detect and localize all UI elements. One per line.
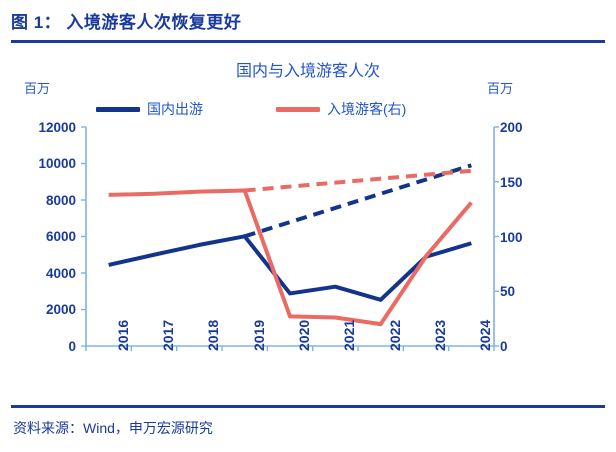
footer-divider	[11, 405, 605, 408]
right-tick-label: 100	[500, 230, 523, 245]
x-tick-label-2017: 2017	[160, 319, 176, 351]
x-tick-label-2016: 2016	[114, 319, 131, 351]
left-axis-tick-labels: 12000 10000 8000 6000 4000 2000 0	[8, 48, 76, 398]
legend-item-domestic: 国内出游	[96, 99, 203, 119]
right-axis-tick-labels: 200 150 100 50 0	[500, 48, 560, 398]
x-tick-label-2020: 2020	[296, 319, 312, 351]
source-note: 资料来源：Wind，申万宏源研究	[13, 420, 213, 436]
left-tick-label: 8000	[45, 193, 76, 208]
left-tick-label: 4000	[45, 266, 76, 281]
chart-title: 国内与入境游客人次	[235, 63, 380, 80]
legend-swatch-inbound-icon	[276, 106, 320, 112]
right-tick-label: 50	[500, 284, 516, 299]
left-tick-label: 12000	[38, 120, 76, 135]
left-tick-label: 10000	[38, 156, 76, 171]
right-tick-label: 200	[500, 120, 523, 135]
series-line-domestic-trend	[244, 163, 472, 239]
right-tick-label: 0	[500, 339, 508, 354]
x-tick-label-2022: 2022	[386, 319, 403, 351]
plot-area	[81, 126, 499, 351]
series-line-inbound-trend	[244, 168, 472, 193]
series-line-inbound	[108, 188, 473, 327]
x-axis-tick-labels: 2016 2017 2018 2019 2020 2021 2022 2023 2024	[0, 48, 616, 398]
right-axis-unit-label: 百万	[487, 81, 514, 96]
right-tick-label: 150	[500, 175, 523, 190]
legend-label-inbound: 入境游客(右)	[327, 101, 407, 117]
x-tick-label-2024: 2024	[477, 319, 494, 351]
chart-legend: 国内出游 入境游客(右)	[86, 99, 496, 119]
left-tick-label: 6000	[45, 229, 76, 244]
legend-item-inbound: 入境游客(右)	[276, 99, 406, 119]
series-layer	[108, 163, 473, 327]
legend-label-domestic: 国内出游	[147, 101, 203, 117]
left-tick-label: 0	[68, 339, 76, 354]
x-tick-label-2018: 2018	[205, 319, 222, 351]
legend-swatch-domestic-icon	[96, 106, 140, 112]
header-divider	[11, 40, 605, 43]
figure-header: 图 1： 入境游客人次恢复更好	[11, 10, 605, 44]
x-tick-label-2019: 2019	[250, 319, 267, 351]
figure-title: 图 1： 入境游客人次恢复更好	[11, 13, 242, 32]
left-axis-unit-label: 百万	[24, 81, 51, 96]
series-line-domestic	[108, 234, 472, 302]
x-tick-label-2023: 2023	[432, 319, 448, 351]
axis-tickmarks	[81, 126, 499, 351]
left-tick-label: 2000	[45, 302, 76, 317]
chart-container: 国内与入境游客人次 百万 百万 国内出游 入境游客(右)	[0, 48, 616, 398]
x-tick-label-2021: 2021	[341, 319, 358, 351]
